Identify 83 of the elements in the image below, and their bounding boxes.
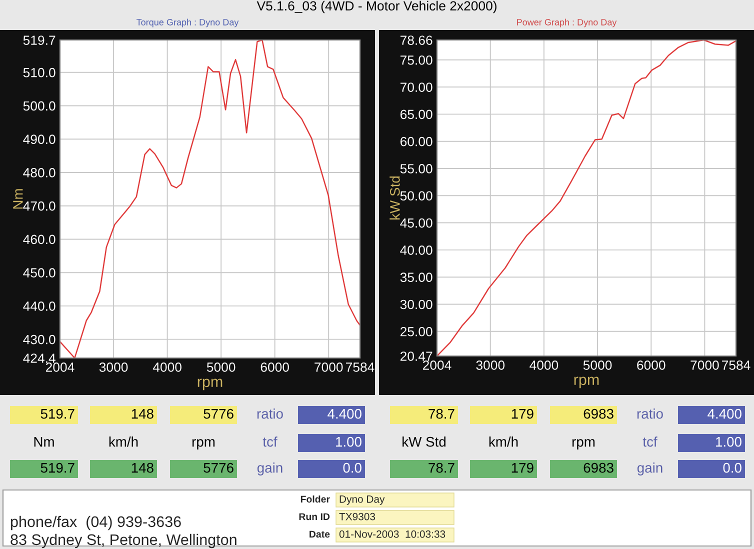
text: Date — [310, 530, 330, 538]
chart-title: V5.1.6_03 (4WD - Motor Vehicle 2x2000) — [256, 0, 496, 14]
text: 179 — [512, 408, 534, 419]
y-tick-label: 25.00 — [400, 326, 432, 336]
x-tick-label: 7000 — [690, 360, 719, 370]
y-tick-label: 20.47 — [400, 352, 432, 361]
x-tick-label: 7000 — [314, 362, 343, 372]
text: 5776 — [204, 462, 234, 473]
y-tick-label: 45.00 — [400, 218, 432, 228]
chart-subtitle: Power Graph : Dyno Day — [517, 18, 617, 28]
x-tick-label: 4000 — [152, 362, 182, 372]
text: tcf — [262, 436, 278, 447]
x-tick-label: 6000 — [260, 362, 289, 372]
y-tick-label: 35.00 — [400, 272, 432, 282]
x-tick-label: 3000 — [476, 360, 505, 370]
y-tick-label: 430.0 — [23, 334, 56, 344]
y-tick-label: 470.0 — [23, 201, 56, 211]
y-tick-label: 500.0 — [23, 101, 56, 111]
text: rpm — [192, 439, 215, 450]
y-tick-label: 460.0 — [23, 234, 56, 244]
x-tick-label: 5000 — [206, 362, 236, 372]
y-tick-label: 519.7 — [23, 36, 56, 45]
chart-subtitle: Torque Graph : Dyno Day — [136, 18, 239, 28]
text: 1.00 — [336, 436, 362, 447]
text: Dyno Day — [340, 496, 385, 505]
text: 0.0 — [343, 462, 362, 473]
x-tick-label: 3000 — [99, 362, 128, 372]
text: ratio — [257, 408, 283, 419]
text: rpm — [572, 439, 595, 450]
text: 519.7 — [40, 462, 74, 473]
text: kW Std — [402, 436, 446, 447]
y-axis-title: Nm — [13, 189, 23, 209]
y-tick-label: 60.00 — [400, 136, 432, 146]
text: km/h — [489, 436, 518, 447]
x-axis-title: rpm — [574, 376, 599, 388]
x-tick-label: 7584 — [346, 362, 374, 372]
y-tick-label: 78.66 — [400, 36, 432, 45]
text: 148 — [132, 462, 154, 473]
y-axis-title: kW Std — [390, 176, 400, 220]
x-tick-label: 6000 — [637, 360, 666, 370]
x-tick-label: 4000 — [530, 360, 558, 370]
text: 78.7 — [428, 408, 454, 419]
text: 83 Sydney St, Petone, Wellington — [10, 534, 236, 548]
text: 4.400 — [328, 408, 362, 419]
text: 1.00 — [716, 436, 742, 447]
text: 4.400 — [708, 408, 742, 419]
text: Folder — [300, 495, 330, 503]
text: Nm — [34, 437, 54, 447]
text: tcf — [642, 436, 658, 447]
x-tick-label: 2004 — [422, 360, 452, 370]
x-tick-label: 7584 — [722, 360, 750, 370]
text: 0.0 — [723, 462, 742, 473]
y-tick-label: 30.00 — [400, 300, 432, 310]
y-tick-label: 490.0 — [23, 134, 56, 144]
y-tick-label: 440.0 — [23, 302, 56, 311]
text: 78.7 — [428, 462, 454, 473]
y-tick-label: 55.00 — [400, 164, 432, 174]
text: gain — [257, 462, 282, 476]
y-tick-label: 510.0 — [23, 68, 56, 78]
text: gain — [637, 462, 662, 476]
y-tick-label: 40.00 — [400, 246, 432, 255]
text: 01-Nov-2003 10:03:33 — [339, 530, 446, 538]
text: km/h — [109, 436, 138, 447]
y-tick-label: 65.00 — [400, 110, 432, 120]
y-tick-label: 424.4 — [23, 354, 56, 363]
y-tick-label: 70.00 — [400, 82, 432, 92]
text: Run ID — [299, 513, 330, 520]
text: TX9303 — [339, 512, 376, 520]
text: 148 — [132, 408, 154, 419]
y-tick-label: 50.00 — [400, 191, 432, 201]
text: 519.7 — [40, 408, 74, 419]
y-tick-label: 75.00 — [400, 55, 432, 65]
text: phone/fax (04) 939-3636 — [10, 516, 181, 530]
x-axis-title: rpm — [198, 378, 222, 390]
text: 5776 — [204, 408, 234, 419]
text: 6983 — [584, 462, 614, 473]
text: ratio — [637, 408, 663, 419]
y-tick-label: 480.0 — [23, 168, 56, 178]
x-tick-label: 2004 — [46, 362, 74, 372]
text: 6983 — [584, 408, 614, 419]
y-tick-label: 450.0 — [23, 268, 56, 278]
x-tick-label: 5000 — [583, 360, 612, 370]
text: 179 — [512, 462, 534, 473]
